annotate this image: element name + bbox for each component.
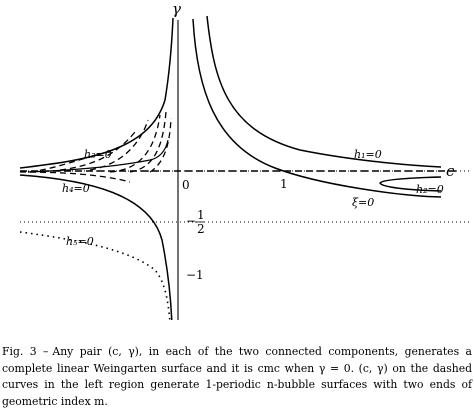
bubble-dashed-curve-3 [89,119,149,171]
h3-label: h₃=0 [84,148,112,161]
figure-caption: Fig. 3 – Any pair (c, γ), in each of the … [2,344,472,410]
svg-text:2: 2 [197,222,205,236]
bubble-dashed-curve-5 [129,111,167,173]
xi-label: ξ=0 [352,196,374,209]
h3-h4-loop-curve [27,139,169,173]
bubble-dashed-curve-2 [59,131,136,171]
h2-curve [379,176,442,192]
xi-curve [192,18,442,198]
h2-label: h₂=0 [416,183,444,196]
h3-curve [19,17,174,169]
h1-label: h₁=0 [354,148,382,161]
figure-caption-text: Any pair (c, γ), in each of the two conn… [2,345,472,408]
tick-minus-one: −1 [186,268,204,282]
tick-minus-half: − 1 2 [186,208,205,236]
bubble-dashed-curves [19,111,172,183]
h4-label: h₄=0 [62,182,90,195]
bubble-dashed-curve-7 [149,117,172,173]
tick-one: 1 [280,177,288,191]
c-axis-label: c [446,162,455,180]
svg-text:−: − [186,214,196,228]
bubble-dashed-curve-1 [29,151,111,173]
figure-plot: γ c 0 1 −1 − 1 2 h₁=0 h₂=0 h₃=0 h₄=0 h₅=… [19,0,470,320]
figure-caption-label: Fig. 3 – [2,345,49,358]
bubble-dashed-curve-4 [109,114,161,173]
h5-label: h₅=0 [66,235,94,248]
h5-dotted-curve [19,231,171,320]
svg-text:1: 1 [197,208,205,222]
bubble-dashed-curve-6 [19,171,131,183]
gamma-axis-label: γ [172,0,181,18]
h4-curve [19,174,173,320]
h1-curve [206,15,442,168]
tick-zero: 0 [182,178,190,192]
